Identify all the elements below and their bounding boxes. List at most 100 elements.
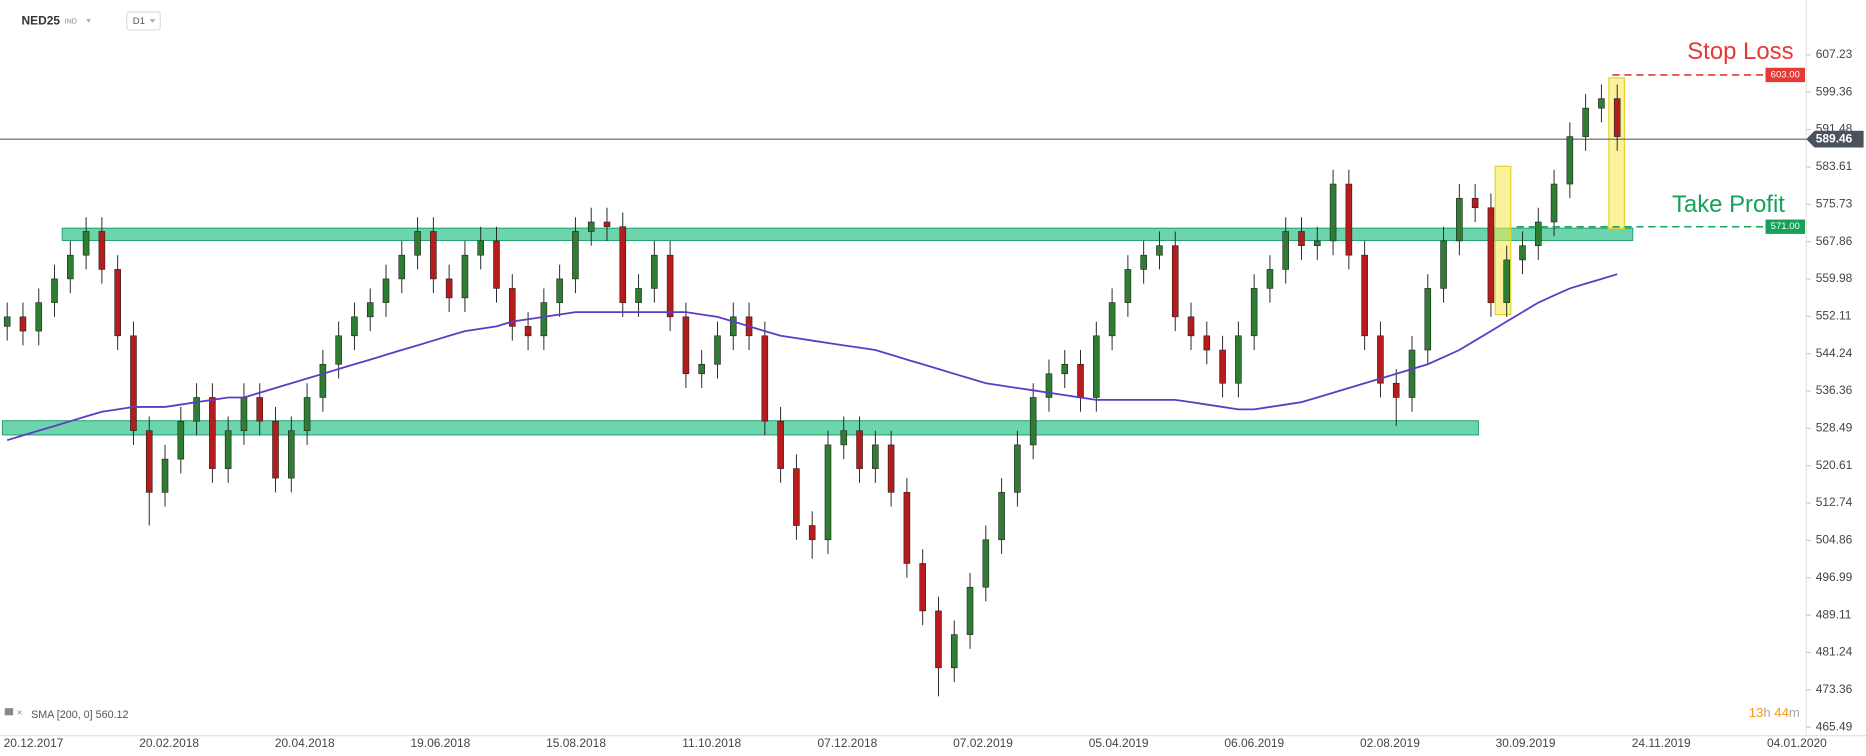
y-tick-label: 465.49 — [1816, 719, 1853, 733]
candle-body — [508, 288, 516, 327]
candle-body — [651, 254, 658, 289]
candle-body — [3, 316, 11, 327]
x-tick-label: 05.04.2019 — [1089, 736, 1149, 750]
take_profit-label-box — [1765, 219, 1805, 234]
x-tick-label: 11.10.2018 — [682, 736, 741, 750]
timer-hours: 13 — [1749, 706, 1764, 721]
y-tick-label: 599.36 — [1816, 84, 1853, 98]
candle-body — [698, 363, 705, 375]
x-tick-label: 07.12.2018 — [817, 736, 877, 750]
candle-body — [445, 278, 453, 299]
candle-body — [240, 397, 248, 431]
candle-body — [1235, 335, 1242, 384]
candle-body — [777, 420, 784, 469]
candle-body — [1613, 98, 1621, 137]
candle-body — [193, 397, 200, 422]
y-tick-label: 520.61 — [1816, 458, 1853, 472]
candle-body — [35, 302, 43, 332]
market: IND — [65, 17, 77, 25]
candle-body — [1124, 269, 1132, 303]
candle-body — [1203, 335, 1211, 351]
candle-body — [461, 254, 469, 299]
plot: 607.23599.36591.48583.61575.73567.86559.… — [0, 38, 1864, 750]
candle-body — [998, 492, 1005, 541]
timer: 13h 44m — [1749, 706, 1800, 721]
candle-body — [1424, 288, 1432, 351]
candle-body — [114, 269, 121, 337]
candle-body — [1534, 221, 1542, 247]
candle-body — [682, 316, 690, 375]
candle-body — [414, 231, 421, 256]
price-zone — [61, 227, 1634, 241]
candle-body — [430, 231, 437, 280]
candle-body — [493, 240, 500, 289]
interval: D1 — [133, 16, 145, 27]
candle-body — [1392, 382, 1400, 398]
candle-body — [556, 278, 563, 303]
y-tick-label: 504.86 — [1816, 533, 1853, 547]
candle-body — [224, 430, 232, 469]
candle-body — [1471, 197, 1479, 209]
candle-body — [524, 326, 532, 337]
x-tick-label: 19.06.2018 — [411, 736, 471, 750]
candle-body — [1187, 316, 1195, 337]
candle-body — [303, 397, 311, 431]
timer-m: m — [1789, 706, 1800, 721]
x-tick-label: 04.01.2020 — [1767, 736, 1827, 750]
candle-body — [1093, 335, 1100, 398]
candle-body — [477, 240, 485, 256]
candle-body — [714, 335, 721, 365]
candle-body — [619, 226, 627, 303]
candle-body — [1108, 302, 1116, 337]
candle-body — [872, 444, 879, 469]
stop_loss-name: Stop Loss — [1687, 38, 1793, 65]
y-tick-label: 544.24 — [1816, 346, 1853, 360]
y-tick-label: 489.11 — [1816, 607, 1852, 621]
sma-legend: SMA [200, 0] 560.12 — [31, 709, 128, 721]
candle-body — [824, 444, 832, 541]
candle-body — [603, 221, 611, 228]
candle-body — [1045, 373, 1053, 398]
candle-body — [793, 468, 800, 526]
candle-body — [177, 420, 185, 460]
candle-body — [1029, 397, 1037, 446]
y-tick-label: 496.99 — [1816, 570, 1853, 584]
candle-body — [666, 254, 674, 318]
timer-minutes: 44 — [1774, 706, 1789, 721]
candle-body — [130, 335, 137, 431]
candle-body — [1456, 197, 1463, 242]
candle-body — [1014, 444, 1021, 493]
candle-body — [572, 231, 579, 280]
x-tick-label: 20.12.2017 — [4, 736, 64, 750]
y-tick-label: 536.36 — [1816, 383, 1853, 397]
candle-body — [856, 430, 863, 469]
y-tick-label: 583.61 — [1816, 159, 1853, 173]
candle-body — [1519, 245, 1526, 261]
price-zone — [1, 420, 1479, 436]
candle-body — [1345, 183, 1353, 256]
timer-h: h — [1763, 706, 1770, 721]
x-tick-label: 06.06.2019 — [1224, 736, 1284, 750]
candle-body — [808, 525, 816, 541]
candle-body — [1140, 254, 1147, 270]
interval-select[interactable] — [126, 11, 161, 31]
y-tick-label: 512.74 — [1816, 495, 1853, 509]
candle-body — [161, 458, 169, 493]
candle-body — [67, 254, 74, 280]
x-tick-label: 20.04.2018 — [275, 736, 335, 750]
candle-body — [1550, 183, 1558, 223]
candle-body — [272, 420, 279, 479]
candle-body — [1061, 363, 1069, 375]
close-icon[interactable]: × — [17, 707, 23, 718]
candle-body — [288, 430, 295, 479]
candle-body — [1266, 269, 1274, 289]
candle-body — [840, 430, 848, 446]
candle-body — [903, 492, 911, 564]
x-tick-label: 20.02.2018 — [139, 736, 199, 750]
candle-body — [319, 363, 327, 398]
candles — [3, 84, 1621, 697]
candle-body — [1171, 245, 1179, 318]
x-tick-label: 15.08.2018 — [546, 736, 606, 750]
candle-body — [1077, 363, 1084, 398]
candle-body — [587, 221, 595, 232]
